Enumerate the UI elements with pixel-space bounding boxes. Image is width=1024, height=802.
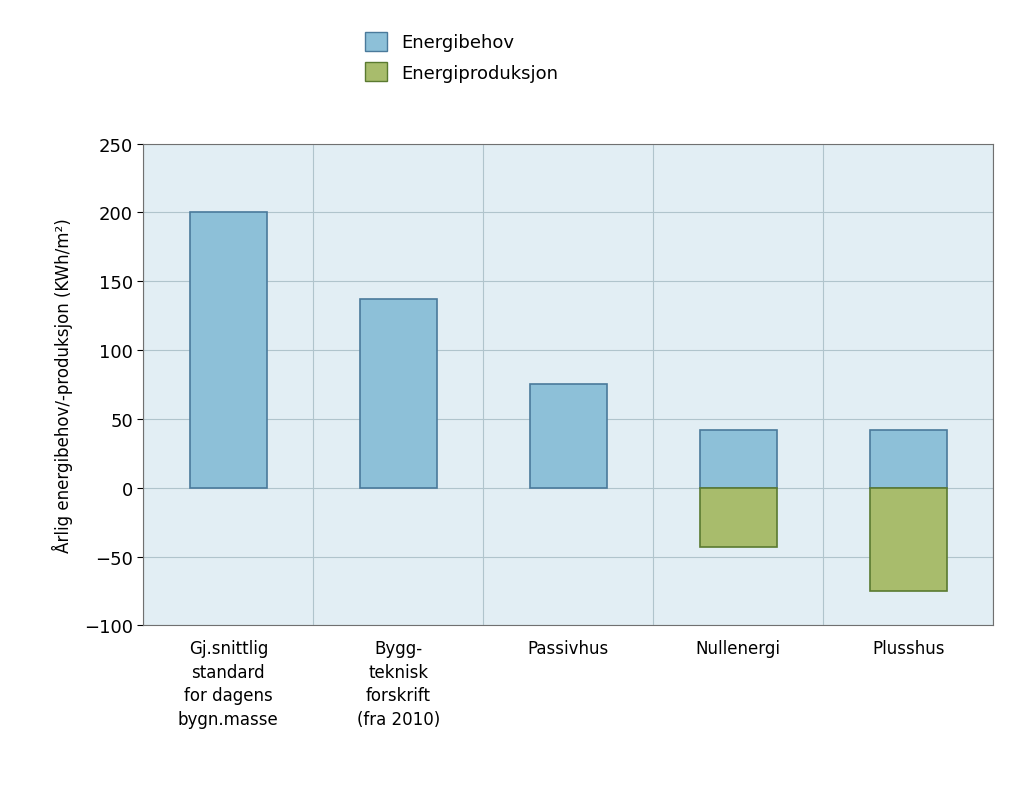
Bar bbox=[700, 488, 776, 547]
Legend: Energibehov, Energiproduksjon: Energibehov, Energiproduksjon bbox=[365, 33, 558, 83]
Bar bbox=[870, 431, 946, 488]
Bar bbox=[870, 488, 946, 591]
Bar bbox=[360, 300, 436, 488]
Bar bbox=[530, 385, 606, 488]
Bar bbox=[700, 431, 776, 488]
Y-axis label: Årlig energibehov/-produksjon (KWh/m²): Årlig energibehov/-produksjon (KWh/m²) bbox=[52, 218, 73, 552]
Bar bbox=[190, 213, 266, 488]
